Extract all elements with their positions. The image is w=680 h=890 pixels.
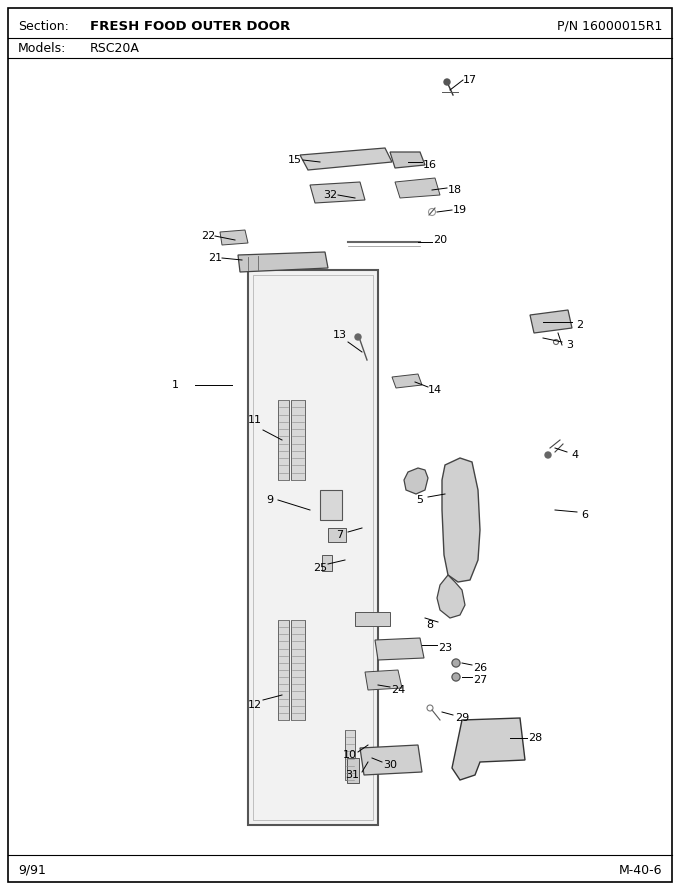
- Polygon shape: [404, 468, 428, 494]
- Text: 10: 10: [343, 750, 357, 760]
- Text: 25: 25: [313, 563, 327, 573]
- Text: 18: 18: [448, 185, 462, 195]
- Text: 3: 3: [566, 340, 573, 350]
- Text: 5: 5: [416, 495, 424, 505]
- Text: 31: 31: [345, 770, 359, 780]
- Bar: [322, 555, 332, 571]
- Text: 7: 7: [337, 530, 343, 540]
- Text: 14: 14: [428, 385, 442, 395]
- Polygon shape: [530, 310, 572, 333]
- Polygon shape: [365, 670, 402, 690]
- Bar: [345, 730, 355, 780]
- Polygon shape: [452, 718, 525, 780]
- Text: FRESH FOOD OUTER DOOR: FRESH FOOD OUTER DOOR: [90, 20, 290, 33]
- Circle shape: [452, 673, 460, 681]
- Bar: [328, 528, 346, 542]
- Circle shape: [355, 334, 361, 340]
- Text: P/N 16000015R1: P/N 16000015R1: [557, 20, 662, 33]
- Text: 16: 16: [423, 160, 437, 170]
- Polygon shape: [248, 270, 378, 825]
- Text: 6: 6: [581, 510, 588, 520]
- Text: 13: 13: [333, 330, 347, 340]
- Text: 23: 23: [438, 643, 452, 653]
- Text: 29: 29: [455, 713, 469, 723]
- Text: 2: 2: [577, 320, 583, 330]
- Text: 11: 11: [248, 415, 262, 425]
- Text: 9: 9: [267, 495, 273, 505]
- Polygon shape: [437, 575, 465, 618]
- Text: 21: 21: [208, 253, 222, 263]
- Text: 9/91: 9/91: [18, 863, 46, 877]
- Text: 32: 32: [323, 190, 337, 200]
- Text: 27: 27: [473, 675, 487, 685]
- Polygon shape: [238, 252, 328, 272]
- Text: 17: 17: [463, 75, 477, 85]
- Bar: [278, 400, 289, 480]
- Text: 26: 26: [473, 663, 487, 673]
- Polygon shape: [390, 152, 425, 168]
- Polygon shape: [220, 230, 248, 245]
- Text: 30: 30: [383, 760, 397, 770]
- Text: 20: 20: [433, 235, 447, 245]
- Polygon shape: [395, 178, 440, 198]
- Polygon shape: [253, 275, 373, 820]
- Polygon shape: [375, 638, 424, 660]
- Bar: [320, 490, 342, 520]
- Polygon shape: [392, 374, 422, 388]
- Bar: [291, 620, 305, 720]
- Polygon shape: [360, 745, 422, 775]
- Text: 22: 22: [201, 231, 215, 241]
- Bar: [291, 400, 305, 480]
- Text: 28: 28: [528, 733, 542, 743]
- Circle shape: [444, 79, 450, 85]
- Text: 8: 8: [426, 620, 434, 630]
- Text: RSC20A: RSC20A: [90, 42, 140, 54]
- Bar: [355, 612, 390, 626]
- Text: 24: 24: [391, 685, 405, 695]
- Text: 19: 19: [453, 205, 467, 215]
- Circle shape: [452, 659, 460, 667]
- Text: 1: 1: [171, 380, 178, 390]
- Text: M-40-6: M-40-6: [619, 863, 662, 877]
- Bar: [347, 758, 359, 783]
- Text: 12: 12: [248, 700, 262, 710]
- Polygon shape: [442, 458, 480, 582]
- Text: Section:: Section:: [18, 20, 69, 33]
- Bar: [278, 620, 289, 720]
- Text: 4: 4: [571, 450, 579, 460]
- Polygon shape: [310, 182, 365, 203]
- Text: Models:: Models:: [18, 42, 67, 54]
- Polygon shape: [300, 148, 392, 170]
- Text: 15: 15: [288, 155, 302, 165]
- Circle shape: [545, 452, 551, 458]
